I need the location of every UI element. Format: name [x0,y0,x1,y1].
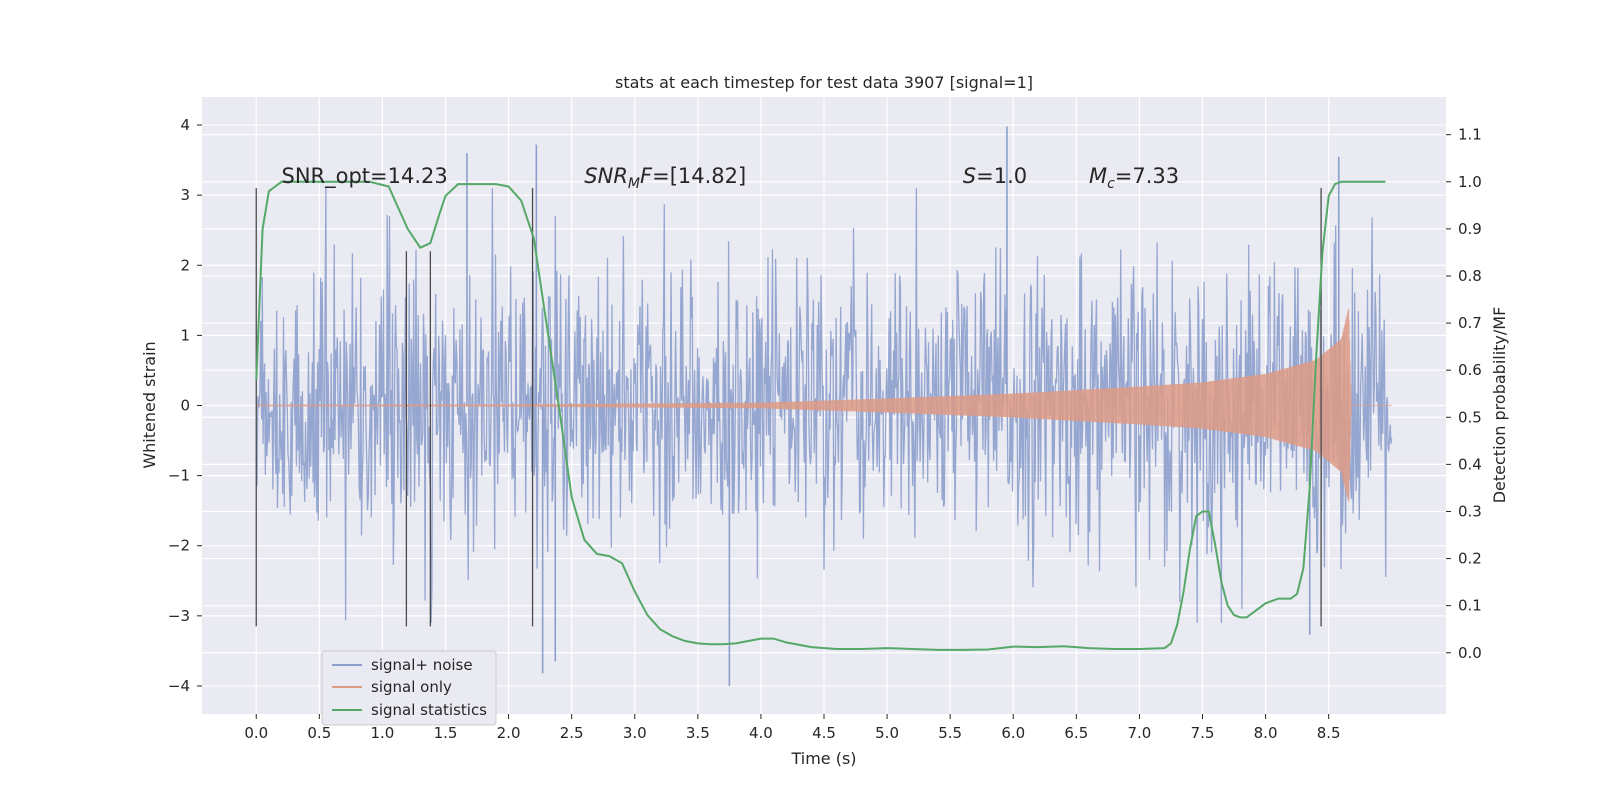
x-tick-label: 3.5 [686,724,710,742]
noise-trace [255,188,1393,623]
legend: signal+ noise signal only signal statist… [321,650,497,726]
x-tick-label: 3.0 [623,724,647,742]
x-tick-label: 7.0 [1127,724,1151,742]
legend-label-signal-only: signal only [371,678,452,696]
series-signal-only [255,308,1392,502]
series-signal-statistics [255,180,1386,651]
y2-tick-label: 0.5 [1458,408,1482,426]
x-tick-label: 8.0 [1254,724,1278,742]
x-axis-label: Time (s) [790,749,856,768]
y-axis-label: Whitened strain [140,341,159,468]
x-tick-label: 6.5 [1064,724,1088,742]
x-tick-label: 1.0 [370,724,394,742]
statistics-line [255,180,1386,651]
y2-tick-label: 0.2 [1458,550,1482,568]
x-tick-label: 0.0 [244,724,268,742]
y-axis-ticks: 4 3 2 1 0 −1 −2 −3 −4 [168,116,202,695]
x-tick-label: 2.0 [497,724,521,742]
x-axis-ticks: 0.0 0.5 1.0 1.5 2.0 2.5 3.0 3.5 4.0 4.5 5.0 5.5 6.0 6… [244,714,1341,742]
y-tick-label: 3 [180,186,190,204]
x-tick-label: 1.5 [434,724,458,742]
legend-label-signal-noise: signal+ noise [371,656,473,674]
y2-tick-label: 0.1 [1458,597,1482,615]
y2-tick-label: 0.7 [1458,314,1482,332]
annotation-snr-mf: SNRMF=[14.82] [584,164,746,192]
x-tick-label: 4.0 [749,724,773,742]
series-signal-noise [255,126,1393,686]
y2-tick-label: 1.1 [1458,126,1482,144]
x-tick-label: 6.0 [1001,724,1025,742]
chirp-trace [255,308,1392,502]
y-tick-label: −4 [168,677,190,695]
y-tick-label: 4 [180,116,190,134]
y2-tick-label: 0.4 [1458,455,1482,473]
y-tick-label: 1 [180,326,190,344]
x-tick-label: 4.5 [812,724,836,742]
x-tick-label: 5.0 [875,724,899,742]
y-tick-label: 2 [180,256,190,274]
y2-axis-label: Detection probability/MF [1490,307,1509,504]
annotation-snr-opt: SNR_opt=14.23 [281,164,447,189]
legend-label-signal-statistics: signal statistics [371,701,487,719]
y-tick-label: −1 [168,467,190,485]
x-tick-label: 7.5 [1191,724,1215,742]
x-tick-label: 8.5 [1317,724,1341,742]
y2-tick-label: 0.6 [1458,361,1482,379]
legend-box [321,650,497,726]
y2-tick-label: 0.3 [1458,502,1482,520]
chart-title: stats at each timestep for test data 390… [615,73,1033,92]
annotation-s-value: S=1.0 [963,164,1027,188]
y2-axis-ticks: 1.1 1.0 0.9 0.8 0.7 0.6 0.5 0.4 0.3 0.2 0.1 0.0 [1446,126,1482,662]
y2-tick-label: 0.0 [1458,644,1482,662]
y-tick-label: 0 [180,397,190,415]
y2-tick-label: 0.8 [1458,267,1482,285]
x-tick-label: 0.5 [307,724,331,742]
x-tick-label: 2.5 [560,724,584,742]
annotation-mc-value: Mc=7.33 [1089,164,1179,192]
y2-tick-label: 1.0 [1458,173,1482,191]
y2-tick-label: 0.9 [1458,220,1482,238]
y-tick-label: −3 [168,607,190,625]
x-tick-label: 5.5 [938,724,962,742]
y-tick-label: −2 [168,537,190,555]
